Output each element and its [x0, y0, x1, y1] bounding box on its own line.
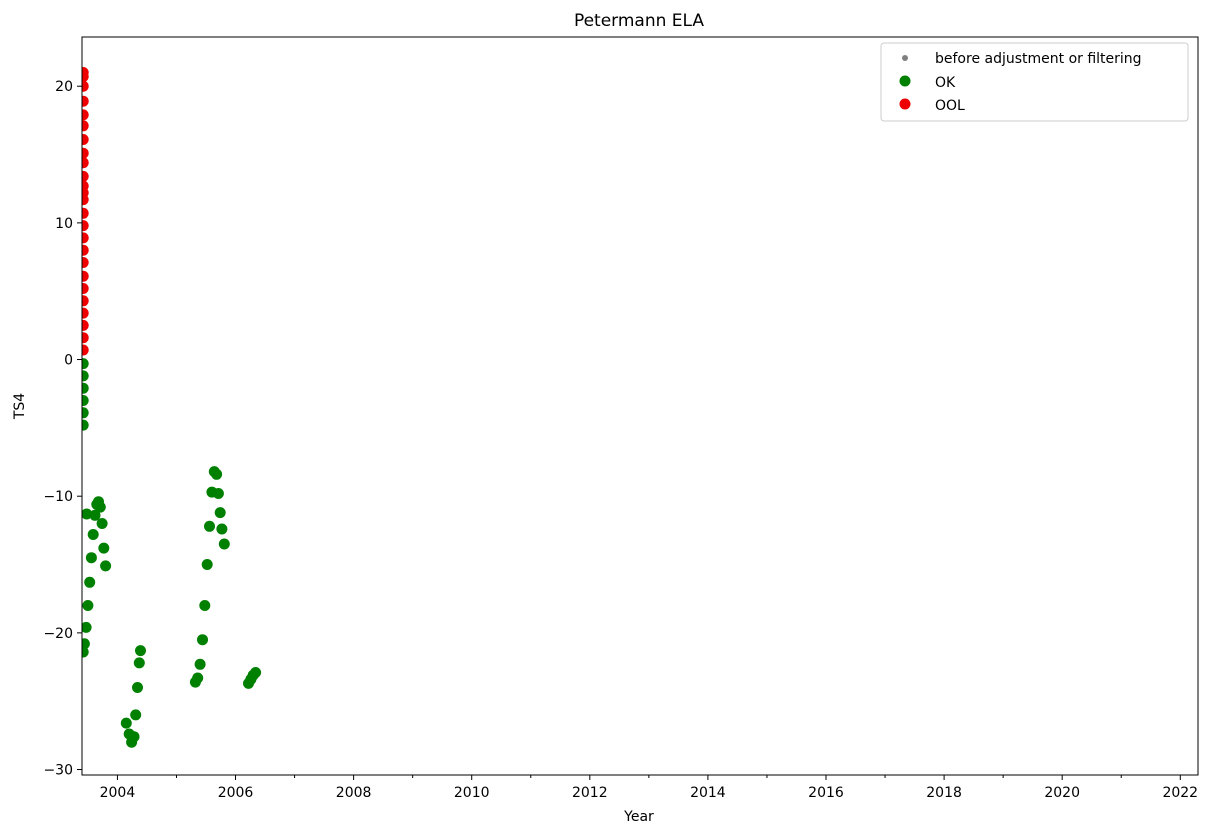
x-tick-label: 2014: [690, 785, 726, 801]
data-point: [82, 508, 93, 520]
data-point: [82, 109, 89, 121]
legend-label-before: before adjustment or filtering: [935, 51, 1142, 67]
legend-marker-ok: [899, 75, 911, 87]
data-point: [214, 507, 226, 519]
data-point: [211, 468, 223, 480]
data-point: [128, 731, 140, 743]
data-point: [82, 319, 89, 331]
legend-label-ok: OK: [935, 75, 956, 91]
data-point: [216, 523, 228, 535]
data-point: [82, 332, 89, 344]
data-point: [100, 560, 112, 572]
data-point: [82, 382, 89, 394]
x-tick-label: 2004: [100, 785, 136, 801]
y-tick-label: −20: [43, 626, 73, 642]
x-tick-label: 2010: [454, 785, 490, 801]
data-point: [82, 120, 89, 132]
data-point: [82, 370, 89, 382]
data-point: [82, 419, 89, 431]
data-point: [82, 295, 89, 307]
data-point: [204, 520, 215, 532]
data-point: [133, 657, 145, 669]
data-point: [218, 538, 230, 550]
x-tick-label: 2022: [1162, 785, 1198, 801]
data-point: [82, 621, 92, 633]
data-point: [212, 488, 224, 499]
x-axis: 2004 2006 2008 2010 2012 2014 2016 2018 2020 2022: [100, 775, 1198, 801]
x-tick-label: 2006: [218, 785, 254, 801]
x-axis-title: Year: [623, 809, 654, 825]
legend: before adjustment or filtering OK OOL: [880, 42, 1189, 122]
x-tick-label: 2018: [926, 785, 962, 801]
data-point: [82, 180, 89, 192]
data-point: [84, 576, 96, 588]
x-tick-label: 2008: [336, 785, 372, 801]
data-point: [98, 542, 110, 554]
y-tick-label: 0: [64, 353, 73, 369]
data-point: [82, 134, 89, 145]
data-point: [82, 147, 89, 159]
data-point: [82, 232, 89, 244]
x-tick-label: 2020: [1044, 785, 1080, 801]
data-point: [82, 80, 89, 92]
data-point: [82, 283, 89, 294]
data-point: [199, 600, 211, 611]
data-point: [82, 207, 89, 219]
data-point: [82, 67, 89, 78]
series-1: [82, 358, 262, 748]
legend-marker-before: [902, 55, 908, 61]
data-point: [82, 638, 90, 650]
data-point: [201, 559, 213, 570]
y-tick-label: 10: [55, 216, 73, 232]
data-point: [82, 358, 89, 370]
data-point: [82, 407, 89, 419]
y-tick-label: −30: [43, 763, 73, 779]
data-point: [85, 552, 97, 564]
data-point: [82, 157, 89, 169]
data-point: [82, 257, 89, 268]
y-axis-title: TS4: [12, 393, 28, 420]
series-2: [82, 67, 89, 356]
x-tick-label: 2012: [572, 785, 608, 801]
y-tick-label: −10: [43, 489, 73, 505]
data-point: [82, 220, 89, 232]
y-tick-label: 20: [55, 79, 73, 95]
data-point: [89, 509, 101, 521]
data-point: [82, 244, 89, 256]
data-point: [96, 518, 108, 529]
y-axis: 20 10 0 −10 −20 −30: [43, 79, 82, 779]
chart-title: Petermann ELA: [574, 11, 704, 31]
data-point: [82, 307, 89, 319]
data-point: [94, 501, 106, 513]
legend-marker-ool: [899, 98, 911, 110]
data-point: [82, 270, 89, 282]
data-point: [250, 667, 262, 678]
data-point: [130, 709, 142, 721]
data-point: [197, 634, 208, 646]
data-point: [135, 645, 146, 657]
data-point: [82, 170, 89, 182]
series-layer: [82, 67, 262, 748]
data-point: [132, 682, 143, 693]
plot-area-frame: [81, 36, 1199, 776]
data-point: [87, 529, 99, 540]
x-tick-label: 2016: [808, 785, 844, 801]
legend-box: [880, 42, 1189, 122]
data-point: [82, 600, 94, 611]
data-point: [194, 658, 206, 670]
data-point: [82, 395, 89, 406]
data-point: [82, 344, 89, 356]
data-point: [82, 95, 89, 107]
legend-label-ool: OOL: [935, 98, 965, 114]
data-point: [120, 717, 132, 729]
data-point: [192, 672, 204, 684]
